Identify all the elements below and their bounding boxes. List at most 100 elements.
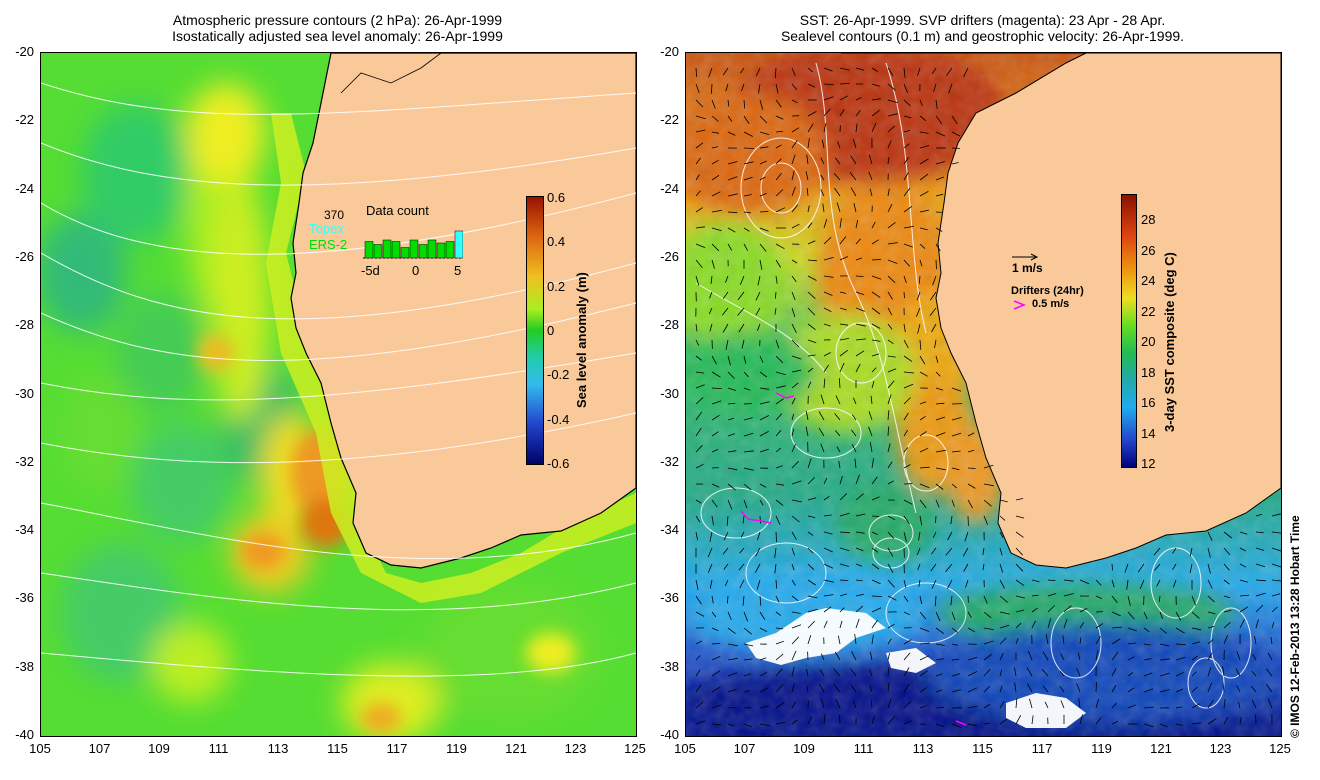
velocity-arrow (887, 638, 892, 645)
velocity-arrow (695, 83, 700, 94)
velocity-arrow (1111, 638, 1121, 645)
velocity-scale-label: 1 m/s (1012, 261, 1043, 275)
velocity-arrow (1236, 685, 1241, 693)
velocity-arrow (1028, 650, 1033, 661)
velocity-arrow (759, 192, 767, 197)
velocity-arrow (983, 685, 991, 693)
left-x-tick: 119 (446, 741, 467, 756)
velocity-arrow (1239, 531, 1248, 535)
velocity-arrow (709, 531, 713, 542)
left-x-tick: 113 (267, 741, 289, 756)
velocity-arrow (919, 173, 929, 181)
velocity-arrow (999, 718, 1008, 725)
velocity-arrow (855, 219, 859, 229)
velocity-arrow (807, 515, 816, 518)
velocity-arrow (711, 670, 721, 677)
velocity-arrow (695, 411, 703, 421)
velocity-arrow (1143, 611, 1148, 620)
velocity-arrow (871, 531, 878, 535)
velocity-arrow (931, 579, 937, 589)
velocity-arrow (833, 668, 841, 677)
velocity-arrow (1255, 619, 1259, 629)
left-x-tick: 107 (88, 741, 111, 756)
velocity-arrow (711, 99, 716, 109)
velocity-arrow (711, 259, 715, 269)
velocity-arrow (855, 338, 866, 341)
velocity-arrow (743, 371, 749, 378)
velocity-arrow (1015, 698, 1018, 709)
velocity-arrow (743, 690, 751, 693)
velocity-arrow (951, 627, 958, 633)
velocity-arrow (834, 187, 841, 197)
velocity-arrow (887, 563, 894, 573)
velocity-arrow (887, 368, 897, 373)
velocity-arrow (758, 83, 761, 94)
velocity-arrow (835, 395, 841, 405)
velocity-arrow (903, 579, 907, 588)
velocity-arrow (919, 670, 928, 677)
velocity-arrow (791, 428, 795, 437)
velocity-arrow (951, 432, 962, 437)
velocity-arrow (823, 606, 832, 613)
velocity-arrow (1153, 547, 1161, 556)
velocity-arrow (1223, 622, 1231, 629)
velocity-arrow (727, 417, 734, 421)
velocity-arrow (791, 443, 796, 453)
velocity-arrow (1175, 611, 1182, 621)
histogram-bar (436, 242, 446, 259)
velocity-arrow (839, 563, 850, 567)
velocity-arrow (775, 243, 785, 250)
velocity-arrow (820, 174, 825, 181)
velocity-arrow (695, 259, 703, 268)
velocity-arrow (743, 658, 753, 661)
velocity-arrow (919, 415, 926, 421)
velocity-arrow (871, 458, 874, 469)
colorbar-tick: 14 (1141, 425, 1156, 441)
velocity-arrow (711, 414, 720, 421)
velocity-arrow (935, 355, 939, 364)
velocity-arrow (855, 531, 865, 534)
velocity-arrow (1207, 699, 1214, 709)
velocity-arrow (711, 655, 721, 661)
velocity-arrow (935, 483, 944, 490)
velocity-arrow (1076, 667, 1081, 677)
velocity-arrow (868, 154, 873, 165)
velocity-arrow (935, 115, 943, 125)
velocity-arrow (1031, 579, 1040, 583)
velocity-arrow (791, 636, 800, 645)
credit-text: © IMOS 12-Feb-2013 13:28 Hobart Time (1288, 515, 1302, 738)
velocity-arrow (903, 464, 911, 469)
velocity-arrow (1111, 563, 1113, 571)
velocity-arrow (919, 158, 929, 165)
left-colorbar (526, 196, 544, 465)
velocity-arrow (916, 291, 921, 301)
velocity-arrow (903, 323, 906, 333)
velocity-arrow (695, 611, 705, 617)
velocity-arrow (869, 442, 873, 453)
velocity-arrow (903, 639, 912, 645)
velocity-arrow (1158, 595, 1161, 603)
velocity-arrow (1111, 626, 1122, 629)
velocity-arrow (727, 657, 738, 661)
velocity-arrow (1191, 627, 1202, 631)
velocity-arrow (918, 275, 921, 284)
velocity-arrow (774, 67, 777, 79)
velocity-arrow (1191, 703, 1200, 709)
velocity-arrow (887, 204, 893, 213)
velocity-arrow (903, 205, 913, 213)
velocity-arrow (708, 307, 713, 315)
velocity-arrow (855, 307, 865, 312)
velocity-arrow (823, 67, 833, 72)
velocity-arrow (695, 397, 704, 405)
velocity-arrow (983, 703, 991, 709)
velocity-arrow (950, 515, 953, 525)
velocity-arrow (919, 447, 929, 453)
velocity-arrow (887, 716, 895, 725)
velocity-arrow (1239, 594, 1250, 597)
velocity-arrow (839, 349, 849, 357)
velocity-arrow (855, 67, 865, 71)
velocity-arrow (775, 430, 782, 437)
velocity-arrow (1143, 723, 1154, 728)
velocity-arrow (871, 221, 876, 229)
velocity-arrow (929, 307, 937, 316)
